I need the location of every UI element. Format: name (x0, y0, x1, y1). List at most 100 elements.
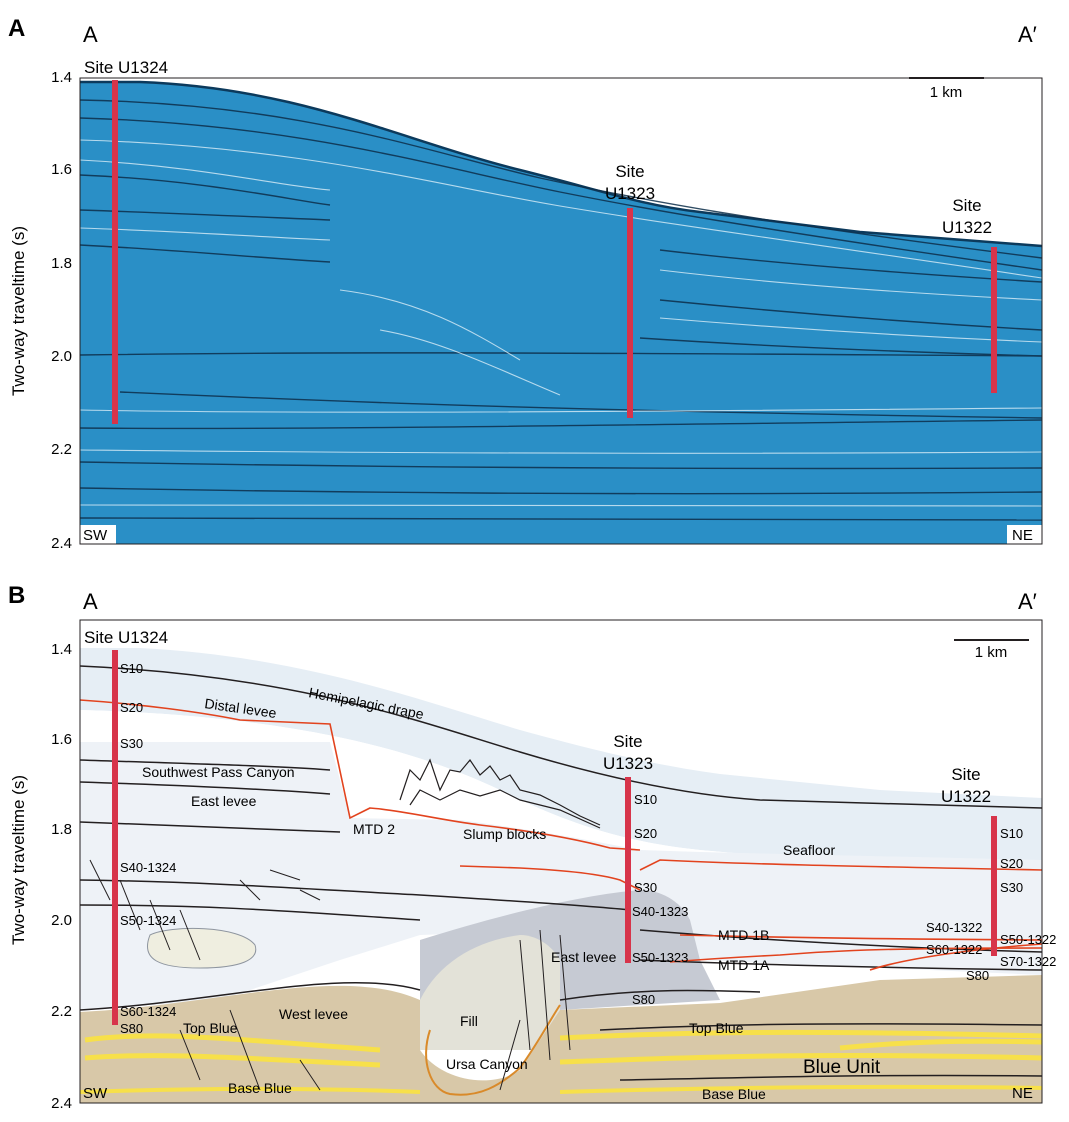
horizon-labels-u1323: S10 S20 S30 S40-1323 S50-1323 S80 (632, 792, 688, 1007)
panel-b-right-label: A′ (1018, 589, 1037, 614)
horizon-label: S40-1323 (632, 904, 688, 919)
fill-region (420, 935, 560, 1050)
horizon-label: S70-1322 (1000, 954, 1056, 969)
scale-bar-b: 1 km (954, 639, 1029, 661)
horizon-label: S30 (634, 880, 657, 895)
y-tick-label: 1.4 (51, 641, 72, 658)
horizon-label: S80 (966, 968, 989, 983)
horizon-label: S50-1324 (120, 913, 176, 928)
panel-b-letter: B (8, 582, 25, 609)
y-tick-label: 1.8 (51, 821, 72, 838)
unit-label-mtd2: MTD 2 (353, 821, 395, 837)
fault-lines (89, 859, 571, 1091)
unit-label-base-blue-left: Base Blue (228, 1080, 292, 1096)
y-tick-label: 1.8 (51, 255, 72, 272)
unit-label-top-blue-left: Top Blue (183, 1020, 238, 1036)
unit-label-fill: Fill (460, 1013, 478, 1029)
corner-label-sw: SW (83, 527, 108, 544)
site-u1324-marker-a: Site U1324 (84, 58, 168, 424)
seismic-section (80, 78, 1042, 544)
scale-bar-a: 1 km (909, 77, 984, 101)
corner-label-sw: SW (83, 1085, 108, 1102)
horizon-label: S60-1322 (926, 942, 982, 957)
panel-b-y-ticks: 1.4 1.6 1.8 2.0 2.2 2.4 (51, 641, 72, 1112)
horizon-label: S50-1322 (1000, 932, 1056, 947)
y-tick-label: 1.4 (51, 69, 72, 86)
unit-label-top-blue-right: Top Blue (689, 1020, 744, 1036)
site-u1322-label-line2: U1322 (942, 218, 992, 237)
y-tick-label: 2.0 (51, 348, 72, 365)
panel-b: B A A′ Two-way traveltime (s) 1.4 1.6 1.… (8, 582, 1056, 1112)
site-u1322-bar (991, 247, 997, 393)
site-u1322-marker-b: Site U1322 (941, 765, 997, 956)
panel-b-left-label: A (83, 589, 98, 614)
scale-bar-label: 1 km (975, 644, 1008, 661)
unit-label-ursa-canyon: Ursa Canyon (446, 1056, 528, 1072)
y-tick-label: 1.6 (51, 731, 72, 748)
mtd-boundaries (80, 699, 1042, 971)
base-blue-sand (80, 1084, 1042, 1094)
horizon-label: S20 (1000, 856, 1023, 871)
unit-label-east-levee: East levee (191, 793, 257, 809)
lens-region (147, 928, 257, 969)
panel-b-frame (79, 619, 1043, 1104)
panel-a-letter: A (8, 15, 25, 42)
y-tick-label: 2.4 (51, 1095, 72, 1112)
panel-b-y-axis-label: Two-way traveltime (s) (9, 775, 28, 945)
horizon-label: S50-1323 (632, 950, 688, 965)
site-u1322-label-line1: Site (951, 765, 980, 784)
y-tick-label: 2.2 (51, 441, 72, 458)
drape-region (80, 648, 1042, 872)
unit-label-slump-blocks: Slump blocks (463, 826, 546, 842)
horizon-label: S10 (120, 661, 143, 676)
site-u1323-label-line1: Site (613, 732, 642, 751)
horizon-label: S20 (120, 700, 143, 715)
horizon-label: S10 (1000, 826, 1023, 841)
horizon-labels-u1324: S10 S20 S30 S40-1324 S50-1324 S60-1324 S… (120, 661, 176, 1036)
corner-label-ne: NE (1012, 1085, 1033, 1102)
horizon-label: S80 (120, 1021, 143, 1036)
interpreted-section (80, 620, 1042, 1103)
unit-label-southwest-pass-canyon: Southwest Pass Canyon (142, 764, 295, 780)
sand-layers (84, 1029, 1042, 1068)
corner-box-ne (1007, 525, 1042, 544)
ursa-canyon-boundary (425, 1004, 561, 1096)
site-u1323-marker-b: Site U1323 (603, 732, 653, 963)
horizon-label: S80 (632, 992, 655, 1007)
unit-label-base-blue-right: Base Blue (702, 1086, 766, 1102)
scale-bar-label: 1 km (930, 84, 963, 101)
corner-label-ne: NE (1012, 527, 1033, 544)
panel-a-y-ticks: 1.4 1.6 1.8 2.0 2.2 2.4 (51, 69, 72, 552)
panel-a-y-axis-label: Two-way traveltime (s) (9, 226, 28, 396)
unit-label-east-levee-2: East levee (551, 949, 617, 965)
horizon-labels-u1322: S10 S20 S30 S40-1322 S50-1322 S60-1322 S… (926, 826, 1056, 983)
horizon-label: S60-1324 (120, 1004, 176, 1019)
site-u1323-bar (625, 777, 631, 963)
unit-label-west-levee: West levee (279, 1006, 348, 1022)
site-u1323-marker-a: Site U1323 (605, 162, 655, 418)
horizon-label: S20 (634, 826, 657, 841)
site-u1322-label-line1: Site (952, 196, 981, 215)
y-tick-label: 2.0 (51, 912, 72, 929)
unit-label-blue-unit: Blue Unit (803, 1057, 881, 1078)
unit-label-mtd1b: MTD 1B (718, 927, 769, 943)
unit-label-seafloor: Seafloor (783, 842, 835, 858)
panel-a-right-label: A′ (1018, 22, 1037, 47)
site-u1324-label: Site U1324 (84, 58, 168, 77)
site-u1323-label-line1: Site (615, 162, 644, 181)
horizon-label: S30 (120, 736, 143, 751)
site-u1322-marker-a: Site U1322 (942, 196, 997, 393)
site-u1324-bar (112, 80, 118, 424)
site-u1323-label-line2: U1323 (605, 184, 655, 203)
y-tick-label: 2.2 (51, 1003, 72, 1020)
seismic-reflectors-light (80, 139, 1042, 508)
site-u1324-marker-b: Site U1324 (84, 628, 168, 1025)
site-u1322-label-line2: U1322 (941, 787, 991, 806)
horizon-lines (80, 665, 1042, 1081)
corner-box-sw (80, 525, 116, 544)
horizon-label: S30 (1000, 880, 1023, 895)
y-tick-label: 1.6 (51, 161, 72, 178)
horizon-label: S40-1322 (926, 920, 982, 935)
site-u1323-label-line2: U1323 (603, 754, 653, 773)
